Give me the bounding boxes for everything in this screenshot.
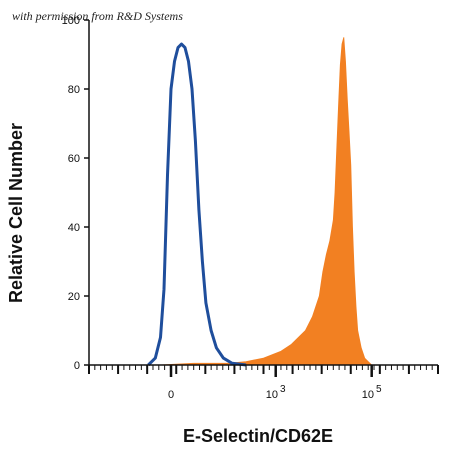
- y-tick-label: 40: [68, 222, 80, 234]
- y-tick-label: 60: [68, 153, 80, 165]
- x-tick-label: 10 3: [266, 384, 286, 401]
- x-axis-ticks: 0 10 3 10 5: [88, 365, 439, 401]
- y-tick-label: 80: [68, 84, 80, 96]
- y-tick-label: 0: [74, 360, 80, 372]
- y-tick-label: 100: [62, 15, 80, 27]
- series-1-filled-histogram: [158, 37, 373, 366]
- watermark-text: with permission from R&D Systems: [12, 9, 183, 23]
- y-tick-label: 20: [68, 291, 80, 303]
- y-axis-ticks: 0 20 40 60 80 100: [62, 15, 89, 372]
- x-axis-title: E-Selectin/CD62E: [183, 426, 333, 446]
- series-layer: [147, 37, 373, 367]
- x-tick-label: 10 5: [362, 384, 382, 401]
- x-tick-label: 0: [168, 389, 174, 401]
- series-0-outline-histogram: [147, 42, 247, 367]
- y-axis-title: Relative Cell Number: [6, 123, 26, 303]
